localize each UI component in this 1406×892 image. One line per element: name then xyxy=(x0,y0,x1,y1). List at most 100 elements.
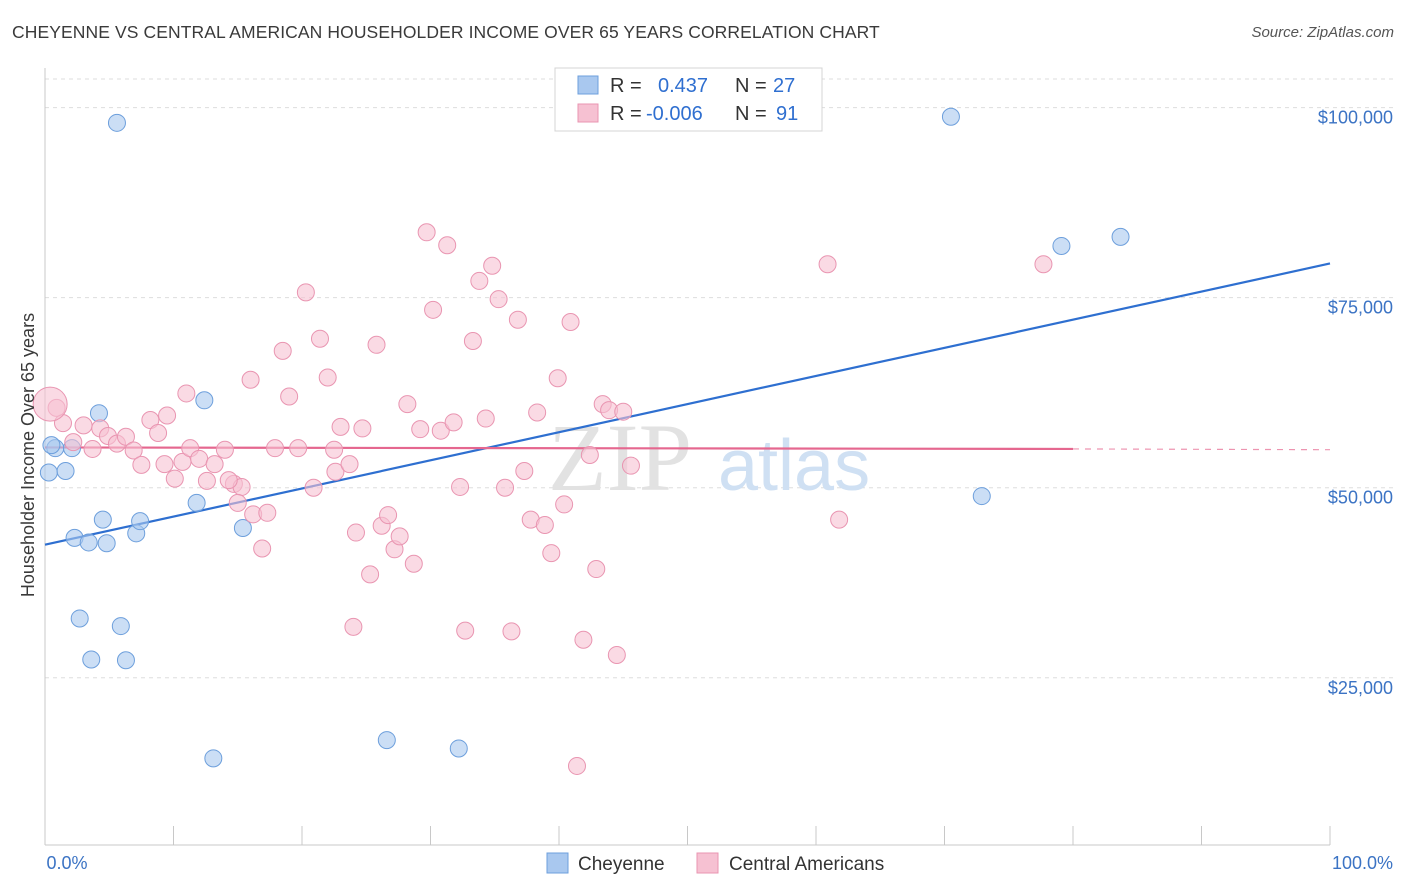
point-central-americans-79 xyxy=(621,456,640,475)
point-central-americans-30 xyxy=(296,283,315,302)
point-cheyenne-22 xyxy=(941,107,960,126)
point-central-americans-14 xyxy=(165,469,184,488)
legend-r-value-1: 0.437 xyxy=(658,75,708,97)
point-central-americans-2 xyxy=(64,433,83,452)
point-central-americans-84 xyxy=(241,370,260,389)
point-cheyenne-19 xyxy=(377,731,396,750)
point-central-americans-74 xyxy=(587,560,606,579)
point-central-americans-9 xyxy=(124,441,143,460)
point-cheyenne-13 xyxy=(195,391,214,410)
point-central-americans-82 xyxy=(177,384,196,403)
point-central-americans-38 xyxy=(353,419,372,438)
trend-line-cheyenne xyxy=(44,262,1331,546)
point-central-americans-66 xyxy=(535,515,554,534)
x-tick-label-1: 100.0% xyxy=(1332,853,1393,873)
bottom-legend-cheyenne: Cheyenne xyxy=(578,854,665,875)
point-central-americans-35 xyxy=(331,417,350,436)
point-central-americans-85 xyxy=(344,617,363,636)
point-central-americans-12 xyxy=(149,423,168,442)
y-axis-label: Householder Income Over 65 years xyxy=(18,313,38,597)
point-cheyenne-20 xyxy=(449,739,468,758)
point-cheyenne-18 xyxy=(204,749,223,768)
point-central-americans-3 xyxy=(74,416,93,435)
point-central-americans-46 xyxy=(404,554,423,573)
point-central-americans-72 xyxy=(574,630,593,649)
y-tick-label-1: $50,000 xyxy=(1328,488,1393,508)
point-central-americans-58 xyxy=(483,256,502,275)
point-cheyenne-25 xyxy=(972,487,991,506)
point-central-americans-63 xyxy=(515,461,534,480)
point-cheyenne-26 xyxy=(42,436,61,455)
point-central-americans-69 xyxy=(555,495,574,514)
point-central-americans-51 xyxy=(438,236,457,255)
legend-n-value-2: 91 xyxy=(776,103,798,125)
point-central-americans-89 xyxy=(1034,255,1053,274)
point-central-americans-87 xyxy=(818,255,837,274)
point-cheyenne-16 xyxy=(82,650,101,669)
point-cheyenne-2 xyxy=(56,461,75,480)
point-central-americans-70 xyxy=(561,312,580,331)
point-central-americans-19 xyxy=(205,455,224,474)
point-central-americans-10 xyxy=(132,455,151,474)
point-central-americans-50 xyxy=(431,421,450,440)
legend-r-label-2: R = xyxy=(610,103,642,125)
point-central-americans-39 xyxy=(361,565,380,584)
point-central-americans-62 xyxy=(508,310,527,329)
point-central-americans-60 xyxy=(496,478,515,497)
point-central-americans-83 xyxy=(158,406,177,425)
point-central-americans-61 xyxy=(502,622,521,641)
point-central-americans-49 xyxy=(424,300,443,319)
point-central-americans-37 xyxy=(346,523,365,542)
point-central-americans-34 xyxy=(326,462,345,481)
point-central-americans-45 xyxy=(398,395,417,414)
bottom-legend-central-americans: Central Americans xyxy=(729,854,884,875)
point-central-americans-26 xyxy=(266,439,285,458)
chart-source: Source: ZipAtlas.com xyxy=(1251,24,1394,41)
bottom-legend-swatch-central-americans xyxy=(696,852,719,874)
point-central-americans-28 xyxy=(280,387,299,406)
point-central-americans-78 xyxy=(614,402,633,421)
point-central-americans-47 xyxy=(411,420,430,439)
point-central-americans-32 xyxy=(310,329,329,348)
point-central-americans-57 xyxy=(476,409,495,428)
point-central-americans-33 xyxy=(318,368,337,387)
point-central-americans-20 xyxy=(215,440,234,459)
point-central-americans-67 xyxy=(542,544,561,563)
watermark-zip: ZIP xyxy=(548,404,692,511)
point-central-americans-25 xyxy=(258,503,277,522)
point-central-americans-68 xyxy=(548,369,567,388)
legend-n-value-1: 27 xyxy=(773,75,795,97)
point-central-americans-71 xyxy=(567,756,586,775)
point-central-americans-90 xyxy=(32,386,68,422)
point-central-americans-17 xyxy=(190,449,209,468)
x-tick-label-0: 0.0% xyxy=(46,853,87,873)
point-central-americans-18 xyxy=(197,471,216,490)
point-central-americans-52 xyxy=(444,413,463,432)
point-cheyenne-6 xyxy=(79,533,98,552)
point-cheyenne-17 xyxy=(116,651,135,670)
point-central-americans-29 xyxy=(289,439,308,458)
point-cheyenne-23 xyxy=(1052,236,1071,255)
point-central-americans-36 xyxy=(340,455,359,474)
point-central-americans-86 xyxy=(325,440,344,459)
point-cheyenne-0 xyxy=(39,463,58,482)
point-cheyenne-14 xyxy=(70,609,89,628)
point-cheyenne-11 xyxy=(187,493,206,512)
bottom-legend-swatch-cheyenne xyxy=(546,852,569,874)
point-central-americans-31 xyxy=(304,478,323,497)
legend-n-label-1: N = xyxy=(735,75,767,97)
legend-swatch-cheyenne xyxy=(577,75,599,95)
point-central-americans-55 xyxy=(463,331,482,350)
point-central-americans-88 xyxy=(830,510,849,529)
y-tick-label-2: $75,000 xyxy=(1328,298,1393,318)
legend-r-value-2: -0.006 xyxy=(646,103,703,125)
point-central-americans-44 xyxy=(390,527,409,546)
point-cheyenne-24 xyxy=(1111,227,1130,246)
point-central-americans-73 xyxy=(580,446,599,465)
point-cheyenne-4 xyxy=(89,404,108,423)
point-central-americans-48 xyxy=(417,223,436,242)
point-central-americans-8 xyxy=(116,427,135,446)
legend-swatch-central-americans xyxy=(577,103,599,123)
point-central-americans-24 xyxy=(253,539,272,558)
